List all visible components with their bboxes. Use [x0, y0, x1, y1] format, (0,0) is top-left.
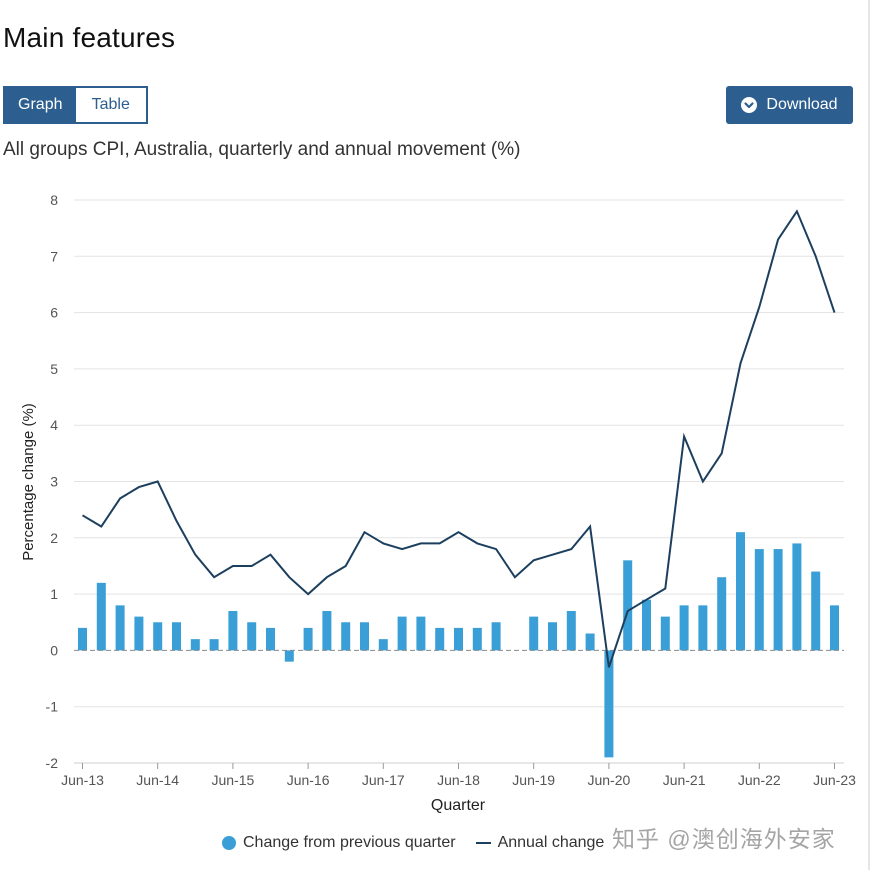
x-tick-label: Jun-21	[663, 772, 706, 788]
bar-quarterly-Jun-18	[454, 627, 463, 651]
y-tick-label: 1	[50, 586, 58, 602]
y-tick-label: 8	[50, 192, 58, 208]
bar-quarterly-Sep-21	[698, 605, 708, 651]
x-tick-label: Jun-13	[61, 772, 104, 788]
bar-quarterly-Sep-19	[548, 622, 557, 651]
bar-quarterly-Dec-17	[416, 616, 426, 651]
bar-quarterly-Dec-16	[341, 622, 351, 651]
bar-quarterly-Sep-13	[96, 582, 106, 651]
x-tick-label: Jun-20	[587, 772, 630, 788]
bar-quarterly-Mar-14	[134, 616, 144, 651]
download-label: Download	[766, 96, 838, 113]
legend-label-annual: Annual change	[497, 834, 605, 851]
y-tick-label: -1	[46, 699, 59, 715]
bar-quarterly-Dec-20	[642, 599, 651, 651]
legend-label-quarterly: Change from previous quarter	[243, 834, 456, 851]
page-title: Main features	[3, 22, 176, 53]
annual-change-line	[81, 209, 836, 668]
bar-quarterly-Sep-17	[397, 616, 407, 651]
bar-quarterly-Jun-21	[679, 605, 689, 651]
x-tick-label: Jun-14	[136, 772, 179, 788]
legend-item-annual[interactable]: Annual change	[456, 834, 605, 852]
y-tick-label: 2	[50, 530, 58, 546]
x-tick-label: Jun-17	[362, 772, 405, 788]
download-button[interactable]: Download	[726, 86, 853, 124]
x-axis-label: Quarter	[431, 797, 486, 814]
bar-quarterly-Sep-14	[172, 622, 181, 651]
legend-line-icon	[475, 842, 491, 844]
bar-quarterly-Jun-20	[604, 650, 614, 758]
bar-quarterly-Sep-16	[322, 610, 332, 651]
bar-quarterly-Jun-17	[378, 639, 388, 651]
bar-quarterly-Sep-18	[472, 627, 482, 651]
graph-tab[interactable]: Graph	[5, 88, 76, 122]
bar-quarterly-Jun-13	[78, 627, 87, 651]
bar-quarterly-Mar-15	[209, 639, 219, 651]
bar-quarterly-Dec-22	[792, 543, 802, 651]
bar-quarterly-Mar-21	[660, 616, 670, 651]
y-tick-label: 5	[50, 361, 58, 377]
bar-quarterly-Dec-14	[190, 639, 200, 651]
y-tick-label: 6	[50, 305, 58, 321]
table-tab[interactable]: Table	[75, 88, 146, 122]
y-tick-label: 0	[50, 642, 58, 658]
x-tick-label: Jun-23	[813, 772, 856, 788]
y-tick-label: 3	[50, 474, 58, 490]
chevron-down-icon	[741, 97, 758, 113]
x-tick-label: Jun-19	[512, 772, 555, 788]
bar-quarterly-Mar-22	[736, 532, 745, 651]
bar-quarterly-Jun-16	[303, 627, 313, 651]
legend-item-quarterly[interactable]: Change from previous quarter	[222, 834, 456, 852]
bar-quarterly-Jun-14	[153, 622, 163, 651]
page-right-border	[868, 0, 870, 870]
view-toggle: Graph Table	[3, 86, 148, 124]
y-tick-label: 4	[50, 417, 58, 433]
bar-quarterly-Mar-17	[360, 622, 369, 651]
x-tick-label: Jun-16	[287, 772, 330, 788]
x-tick-label: Jun-22	[738, 772, 781, 788]
bar-quarterly-Mar-20	[585, 633, 595, 651]
bar-quarterly-Jun-19	[529, 616, 539, 651]
chart-legend: Change from previous quarter Annual chan…	[222, 834, 604, 852]
bar-quarterly-Mar-23	[811, 571, 821, 651]
x-tick-label: Jun-18	[437, 772, 480, 788]
bar-quarterly-Sep-15	[247, 622, 257, 651]
x-tick-label: Jun-15	[211, 772, 254, 788]
bar-quarterly-Jun-23	[830, 605, 839, 651]
bar-quarterly-Mar-16	[284, 650, 294, 662]
chart-title: All groups CPI, Australia, quarterly and…	[3, 139, 521, 160]
bar-quarterly-Mar-18	[435, 627, 445, 651]
bar-quarterly-Sep-20	[623, 560, 633, 651]
bar-quarterly-Jun-22	[754, 549, 764, 651]
bar-quarterly-Dec-21	[717, 577, 727, 651]
watermark: 知乎 @澳创海外安家	[612, 826, 836, 852]
y-axis-label: Percentage change (%)	[20, 403, 37, 561]
bar-quarterly-Dec-19	[566, 610, 576, 651]
bar-quarterly-Jun-15	[228, 610, 238, 651]
bar-quarterly-Dec-18	[491, 622, 501, 651]
y-tick-label: 7	[50, 248, 58, 264]
bar-quarterly-Sep-22	[773, 549, 783, 651]
bar-quarterly-Dec-13	[115, 605, 125, 651]
legend-dot-icon	[222, 836, 236, 850]
y-tick-label: -2	[46, 755, 59, 771]
bar-quarterly-Dec-15	[266, 627, 275, 651]
